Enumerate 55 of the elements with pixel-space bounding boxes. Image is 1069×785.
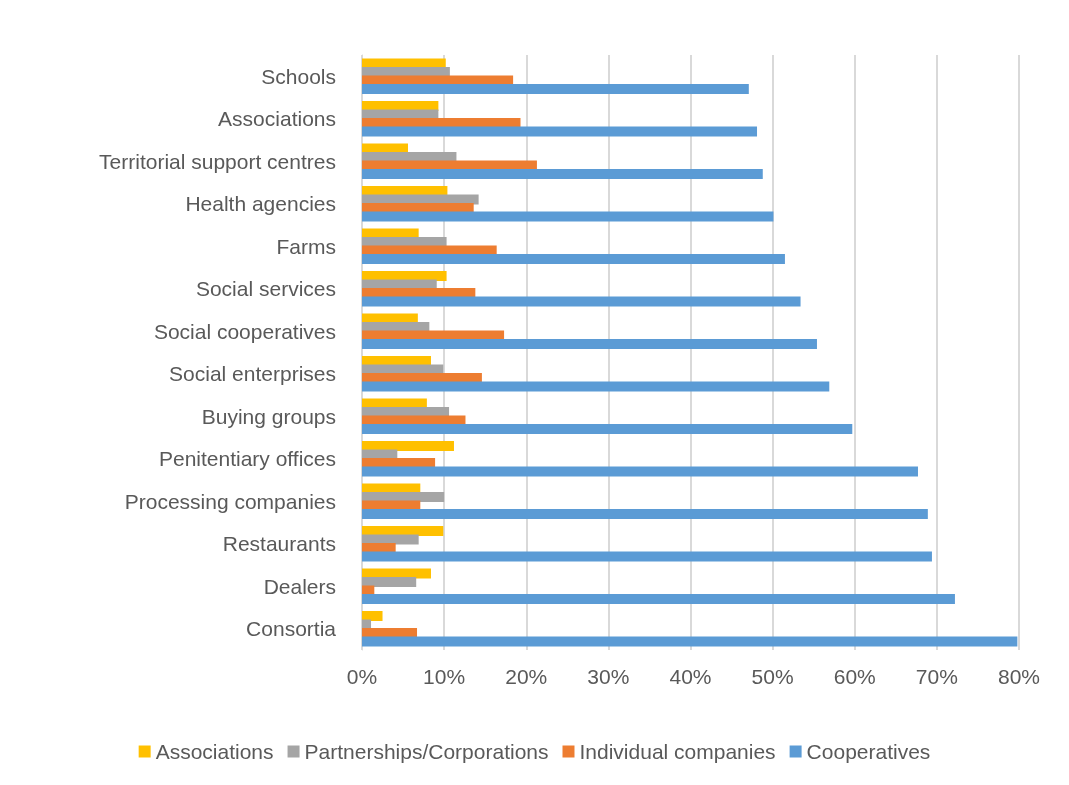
- bar: [362, 628, 418, 638]
- x-tick-label: 80%: [997, 665, 1041, 688]
- y-tick-label: Processing companies: [124, 489, 336, 513]
- legend-label: Cooperatives: [806, 740, 931, 763]
- bar: [362, 551, 932, 562]
- bar: [362, 424, 853, 434]
- bar: [362, 254, 785, 264]
- y-tick-label: Buying groups: [201, 404, 336, 428]
- x-tick-label: 10%: [423, 665, 466, 688]
- bar: [362, 84, 749, 94]
- y-tick-label: Penitentiary offices: [158, 447, 336, 471]
- y-tick-label: Social enterprises: [169, 362, 336, 386]
- y-tick-label: Restaurants: [222, 532, 336, 556]
- bar: [362, 441, 454, 451]
- x-tick-label: 50%: [751, 665, 794, 688]
- bar: [362, 237, 447, 247]
- bar: [362, 509, 928, 519]
- bar: [362, 211, 774, 222]
- y-tick-label: Associations: [218, 107, 336, 131]
- bar: [362, 339, 817, 349]
- y-tick-label: Territorial support centres: [99, 149, 336, 173]
- bar: [362, 356, 431, 366]
- bar: [362, 636, 1018, 647]
- bar: [362, 296, 801, 307]
- bar: [362, 373, 482, 383]
- bar: [362, 611, 383, 621]
- bar: [362, 271, 447, 281]
- bar: [362, 118, 521, 128]
- bar: [362, 152, 457, 162]
- y-tick-label: Farms: [276, 234, 336, 258]
- legend-label: Individual companies: [579, 740, 776, 763]
- y-tick-label: Dealers: [263, 574, 336, 598]
- bar: [362, 543, 396, 553]
- y-tick-label: Social cooperatives: [153, 319, 336, 343]
- y-tick-label: Health agencies: [185, 192, 336, 216]
- legend-label: Partnerships/Corporations: [304, 740, 549, 763]
- bar: [362, 126, 758, 137]
- bar: [362, 526, 444, 536]
- x-tick-label: 70%: [915, 665, 958, 688]
- bar: [362, 381, 830, 392]
- bar: [362, 594, 955, 604]
- y-tick-label: Consortia: [246, 617, 337, 641]
- bar: [362, 169, 763, 179]
- bar: [362, 67, 450, 77]
- y-tick-label: Schools: [261, 64, 336, 88]
- bar: [362, 492, 445, 502]
- bar: [362, 466, 918, 477]
- x-tick-label: 20%: [505, 665, 548, 688]
- x-tick-label: 0%: [346, 665, 378, 688]
- bar: [362, 101, 439, 111]
- x-tick-label: 30%: [587, 665, 630, 688]
- x-tick-label: 60%: [833, 665, 876, 688]
- bar: [362, 577, 417, 587]
- y-tick-label: Social services: [195, 277, 336, 301]
- x-tick-label: 40%: [669, 665, 712, 688]
